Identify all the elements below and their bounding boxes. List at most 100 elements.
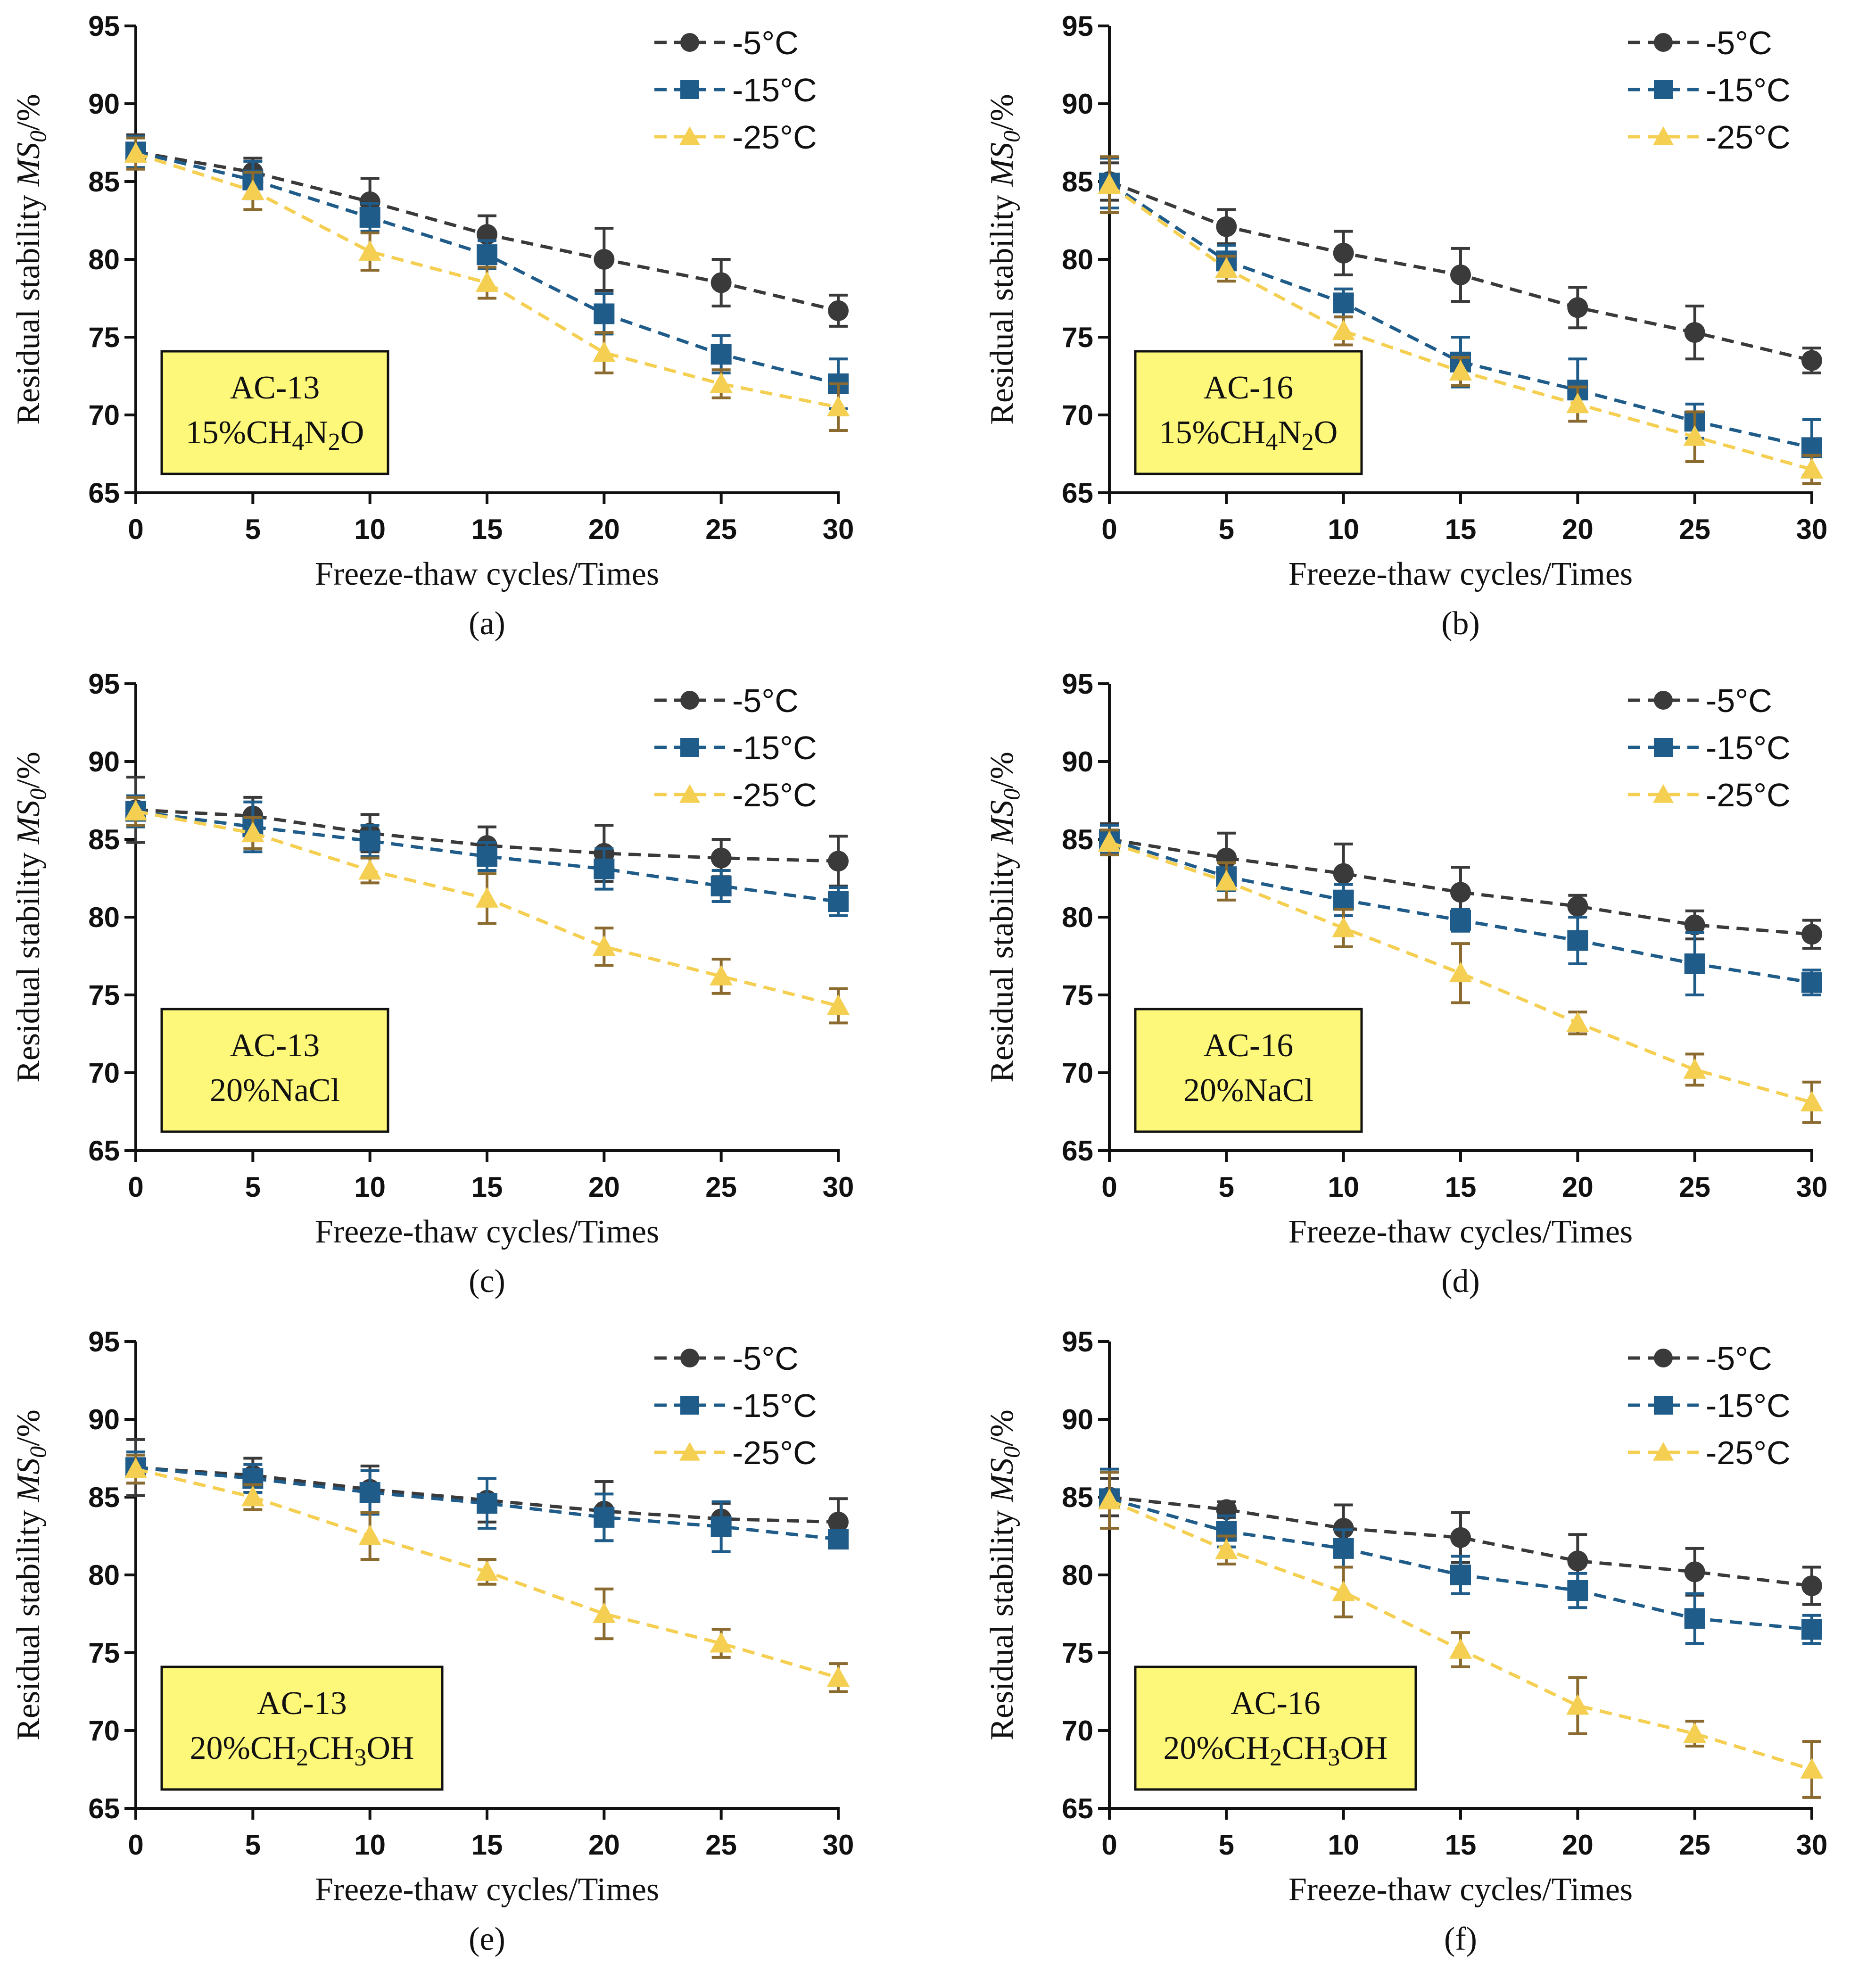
annotation-text: AC-16 [1204, 370, 1294, 406]
y-tick-label: 65 [88, 1793, 120, 1824]
x-tick-label: 15 [471, 1829, 503, 1861]
x-tick-label: 5 [245, 1829, 261, 1861]
marker-square [594, 1507, 615, 1528]
annotation-subscript: 3 [1328, 1744, 1340, 1771]
y-tick-label: 70 [1062, 399, 1093, 431]
y-tick-label: 90 [88, 746, 120, 778]
x-tick-label: 10 [1328, 514, 1359, 545]
x-tick-label: 25 [1679, 1829, 1710, 1861]
series-1 [1099, 1467, 1822, 1645]
annotation-subscript: 3 [354, 1744, 366, 1771]
marker-triangle [358, 859, 381, 880]
annotation-text: AC-16 [1231, 1685, 1321, 1722]
x-tick-label: 25 [705, 1171, 737, 1203]
marker-square [1684, 953, 1705, 974]
y-tick-label: 90 [1062, 746, 1093, 778]
y-tick-label: 85 [88, 824, 120, 855]
legend-label: -25°C [1706, 1434, 1791, 1471]
marker-square [477, 244, 497, 265]
panel-label: (b) [1441, 605, 1480, 642]
marker-triangle [475, 271, 499, 292]
annotation-text: AC-13 [230, 370, 320, 406]
marker-square [477, 1493, 497, 1514]
marker-triangle [1800, 1091, 1824, 1112]
marker-triangle [124, 142, 148, 163]
y-tick-label: 65 [1062, 1135, 1093, 1167]
annotation-text: CH [1282, 1730, 1328, 1766]
marker-circle [1801, 350, 1822, 371]
y-axis-title-text: Residual stability [984, 1502, 1020, 1740]
y-tick-label: 80 [88, 1559, 120, 1591]
panel-label: (e) [469, 1921, 505, 1957]
marker-circle [1801, 1575, 1822, 1597]
marker-triangle [1449, 360, 1472, 381]
x-tick-label: 25 [1679, 514, 1710, 545]
x-tick-label: 5 [245, 514, 261, 545]
series-2 [1098, 155, 1824, 485]
legend-label: -5°C [732, 1340, 799, 1377]
annotation-line-1: AC-16 [1231, 1685, 1321, 1722]
y-tick-label: 65 [1062, 477, 1093, 509]
y-tick-label: 80 [1062, 244, 1093, 275]
chart-panel-d: 65 70 75 80 85 90 95 0 5 10 15 20 25 30 Freeze-thaw cy… [984, 668, 1827, 1300]
marker-square [1654, 80, 1673, 99]
annotation-text: 20%CH [190, 1730, 297, 1766]
series-2 [124, 1453, 850, 1693]
annotation-line-1: AC-13 [257, 1685, 347, 1722]
y-axis-title-sub: 0 [25, 1446, 51, 1458]
x-tick-label: 10 [1328, 1829, 1359, 1861]
marker-circle [680, 1349, 699, 1367]
legend-label: -15°C [732, 72, 817, 108]
annotation-subscript: 2 [1270, 1744, 1282, 1771]
x-tick-label: 15 [1445, 1171, 1477, 1203]
marker-square [710, 1516, 732, 1537]
x-axis-title: Freeze-thaw cycles/Times [1288, 1214, 1633, 1250]
y-tick-label: 90 [88, 88, 120, 120]
marker-triangle [358, 240, 381, 261]
marker-circle [828, 1511, 849, 1532]
series-2 [124, 795, 850, 1025]
marker-triangle [826, 396, 850, 416]
x-tick-label: 15 [471, 1171, 503, 1203]
x-tick-label: 10 [1328, 1171, 1359, 1203]
x-tick-label: 15 [1445, 1829, 1477, 1861]
y-tick-label: 65 [1062, 1793, 1093, 1824]
marker-triangle [1098, 1489, 1121, 1509]
marker-triangle [1332, 916, 1355, 937]
annotation-box [1134, 350, 1363, 475]
x-tick-label: 0 [1101, 514, 1117, 545]
marker-circle [680, 691, 699, 710]
annotation-text: 20%CH [1164, 1730, 1270, 1766]
y-tick-label: 95 [1062, 10, 1093, 42]
x-tick-label: 20 [588, 514, 620, 545]
legend-label: -5°C [732, 25, 799, 61]
y-tick-label: 75 [88, 1637, 120, 1669]
marker-triangle [1566, 392, 1589, 414]
annotation-box [160, 1008, 389, 1133]
marker-square [1567, 1580, 1588, 1601]
marker-triangle [241, 821, 264, 843]
y-tick-label: 65 [88, 477, 120, 509]
marker-circle [1216, 216, 1237, 237]
marker-square [1450, 910, 1471, 931]
marker-circle [828, 300, 849, 321]
marker-circle [1654, 1349, 1673, 1367]
marker-circle [828, 851, 849, 872]
marker-square [1333, 889, 1354, 911]
y-tick-label: 70 [88, 1057, 120, 1089]
marker-circle [594, 249, 615, 270]
x-tick-label: 0 [1101, 1829, 1117, 1861]
marker-circle [1450, 1527, 1471, 1548]
annotation-text: CH [308, 1730, 354, 1766]
legend-label: -15°C [1706, 72, 1791, 108]
marker-square [594, 858, 615, 879]
marker-circle [1333, 1518, 1354, 1539]
marker-triangle [1449, 1638, 1472, 1659]
y-axis-title: Residual stability MS0/% [984, 1409, 1024, 1740]
panel-label: (d) [1441, 1263, 1480, 1300]
annotation-line-2: 20%CH2CH3OH [190, 1730, 414, 1771]
y-tick-label: 75 [1062, 979, 1093, 1011]
marker-square [477, 846, 497, 867]
